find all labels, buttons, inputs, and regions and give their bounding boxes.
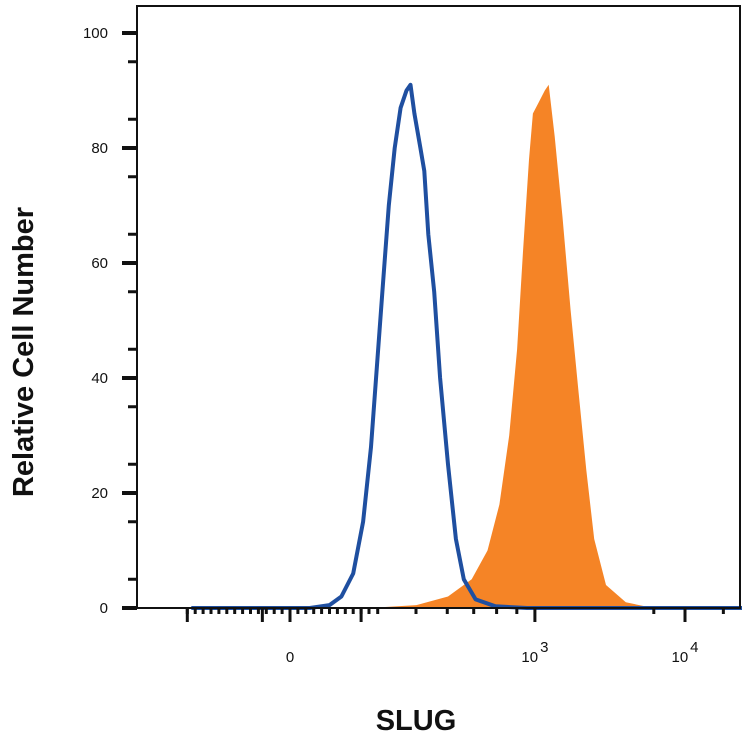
- plot-frame: [136, 5, 741, 609]
- y-axis: 0 20 40 60 80 100: [83, 25, 137, 617]
- y-tick-label: 0: [100, 600, 108, 617]
- plot-area: [136, 5, 742, 610]
- y-tick-label: 80: [91, 140, 108, 157]
- y-axis-title: Relative Cell Number: [8, 207, 40, 497]
- x-tick-exponent: 4: [690, 639, 698, 656]
- x-axis-title: SLUG: [376, 705, 457, 737]
- histogram-series-line: [191, 82, 742, 610]
- x-tick-label: 0: [286, 649, 294, 666]
- y-tick-label: 100: [83, 25, 108, 42]
- y-tick-label: 40: [91, 370, 108, 387]
- x-tick-exponent: 3: [540, 639, 548, 656]
- y-tick-label: 60: [91, 255, 108, 272]
- y-tick-label: 20: [91, 485, 108, 502]
- histogram-series-filled: [369, 84, 654, 609]
